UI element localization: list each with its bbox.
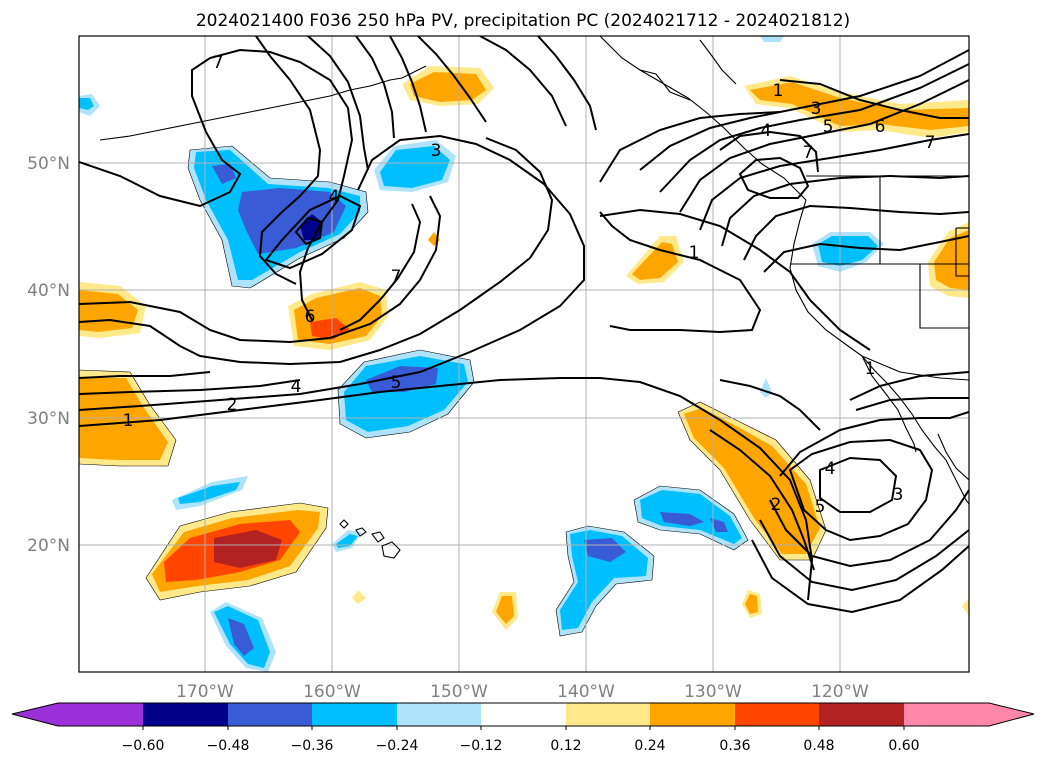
lat-label: 20°N	[27, 536, 70, 556]
contour-label: 1	[123, 411, 134, 431]
lat-label: 50°N	[27, 154, 70, 174]
contour-label: 1	[865, 359, 876, 379]
map-frame	[78, 35, 970, 673]
pv-contour-labels: 7 4 3 7 6 5 4 2 1 1 3 4 5 6 7 7 1 1 4 3 …	[123, 53, 936, 517]
contour-label: 1	[773, 81, 784, 101]
longitude-labels: 170°W 160°W 150°W 140°W 130°W 120°W	[176, 682, 869, 702]
colorbar-tick-label: −0.48	[207, 738, 250, 754]
contour-label: 7	[925, 133, 936, 153]
contour-label: 1	[689, 243, 700, 263]
lon-label: 160°W	[303, 682, 361, 702]
contour-label: 6	[875, 117, 886, 137]
latitude-labels: 50°N 40°N 30°N 20°N	[27, 154, 70, 556]
colorbar-tick-label: 0.24	[634, 738, 665, 754]
contour-label: 4	[825, 459, 836, 479]
contour-label: 7	[213, 53, 224, 73]
contour-label: 4	[291, 377, 302, 397]
colorbar-extend-left	[12, 703, 58, 726]
contour-label: 6	[305, 307, 316, 327]
colorbar-bin	[312, 703, 397, 726]
lon-label: 140°W	[557, 682, 615, 702]
contour-label: 4	[761, 121, 772, 141]
contour-label: 5	[823, 117, 834, 137]
contour-label: 3	[431, 141, 442, 161]
contour-label: 5	[815, 497, 826, 517]
colorbar-tick-labels: −0.60 −0.48 −0.36 −0.24 −0.12 0.12 0.24 …	[122, 738, 920, 754]
lon-label: 120°W	[811, 682, 869, 702]
colorbar-tick-label: −0.12	[460, 738, 503, 754]
contour-label: 7	[391, 267, 402, 287]
lat-label: 40°N	[27, 281, 70, 301]
contour-label: 3	[811, 99, 822, 119]
colorbar-tick-label: 0.12	[550, 738, 581, 754]
contour-label: 2	[227, 395, 238, 415]
lon-label: 130°W	[684, 682, 742, 702]
colorbar-bin	[735, 703, 819, 726]
lon-label: 150°W	[430, 682, 488, 702]
colorbar-bin	[228, 703, 312, 726]
colorbar-bin	[143, 703, 228, 726]
colorbar-bin	[58, 703, 143, 726]
colorbar-tick-label: 0.36	[719, 738, 750, 754]
contour-label: 4	[329, 187, 340, 207]
colorbar-bin	[397, 703, 481, 726]
colorbar-bin	[819, 703, 904, 726]
colorbar-tick-label: −0.24	[376, 738, 419, 754]
colorbar-bin	[650, 703, 735, 726]
contour-label: 3	[893, 485, 904, 505]
colorbar-bin	[481, 703, 566, 726]
colorbar-tick-marks	[142, 726, 905, 730]
colorbar-extend-right	[904, 703, 1034, 726]
colorbar-bin	[566, 703, 650, 726]
contour-label: 2	[771, 495, 782, 515]
lat-label: 30°N	[27, 409, 70, 429]
map-title: 2024021400 F036 250 hPa PV, precipitatio…	[196, 11, 850, 31]
colorbar-outline	[11, 702, 1035, 727]
colorbar-tick-label: 0.60	[888, 738, 919, 754]
colorbar-tick-label: −0.36	[291, 738, 334, 754]
lon-label: 170°W	[176, 682, 234, 702]
pv-contours	[79, 36, 969, 614]
contour-label: 5	[391, 373, 402, 393]
colorbar: −0.60 −0.48 −0.36 −0.24 −0.12 0.12 0.24 …	[11, 702, 1035, 754]
colorbar-tick-label: 0.48	[803, 738, 834, 754]
contour-label: 7	[803, 143, 814, 163]
colorbar-tick-label: −0.60	[122, 738, 165, 754]
